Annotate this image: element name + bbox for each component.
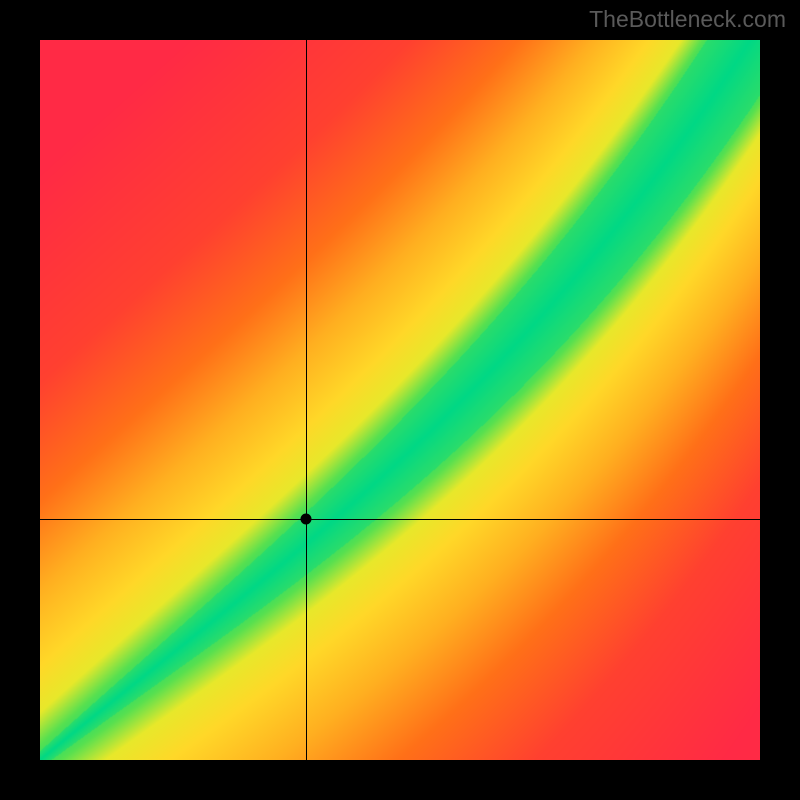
- bottleneck-heatmap: [40, 40, 760, 760]
- watermark-text: TheBottleneck.com: [589, 6, 786, 33]
- crosshair-horizontal: [40, 519, 760, 520]
- heatmap-canvas: [40, 40, 760, 760]
- crosshair-vertical: [306, 40, 307, 760]
- marker-dot: [301, 513, 312, 524]
